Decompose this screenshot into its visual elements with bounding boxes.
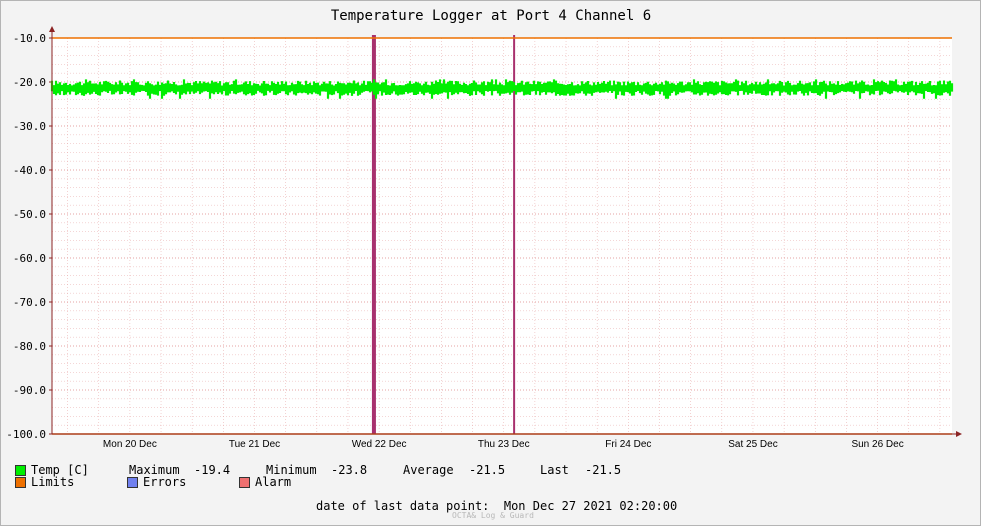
last-value: -21.5 (585, 463, 622, 477)
x-axis-arrow (956, 431, 962, 437)
y-tick-labels: -10.0 -20.0 -30.0 -40.0 -50.0 -60.0 -70.0 -80.0… (6, 32, 52, 441)
x-tick-label: Tue 21 Dec (229, 439, 280, 450)
x-tick-label: Wed 22 Dec (352, 439, 407, 450)
alarm-legend-swatch (239, 477, 250, 488)
y-tick-label: -30.0 (13, 120, 46, 133)
y-tick-label: -40.0 (13, 164, 46, 177)
y-tick-label: -80.0 (13, 340, 46, 353)
grid-lines (52, 37, 952, 435)
x-tick-label: Fri 24 Dec (605, 439, 651, 450)
y-tick-label: -10.0 (13, 32, 46, 45)
x-tick-label: Mon 20 Dec (103, 439, 157, 450)
errors-legend-swatch (127, 477, 138, 488)
last-label: Last (540, 463, 569, 477)
minimum-value: -23.8 (331, 463, 368, 477)
temp-legend-swatch (15, 465, 26, 476)
event-markers (371, 35, 516, 434)
limits-legend-label: Limits (31, 475, 75, 489)
y-tick-label: -60.0 (13, 252, 46, 265)
average-value: -21.5 (469, 463, 506, 477)
y-tick-label: -90.0 (13, 384, 46, 397)
average-label: Average (403, 463, 454, 477)
axes (49, 26, 962, 437)
limits-legend-swatch (15, 477, 26, 488)
x-tick-label: Sun 26 Dec (851, 439, 903, 450)
errors-legend-label: Errors (143, 475, 187, 489)
minimum-label: Minimum (266, 463, 317, 477)
x-tick-label: Sat 25 Dec (728, 439, 777, 450)
last-data-point-text: date of last data point: Mon Dec 27 2021… (316, 499, 678, 513)
y-axis-arrow (49, 26, 55, 32)
y-tick-label: -100.0 (6, 428, 46, 441)
y-tick-label: -50.0 (13, 208, 46, 221)
event-marker (513, 35, 516, 434)
chart-title: Temperature Logger at Port 4 Channel 6 (331, 8, 651, 24)
maximum-value: -19.4 (194, 463, 231, 477)
x-tick-label: Thu 23 Dec (478, 439, 530, 450)
alarm-legend-label: Alarm (255, 475, 292, 489)
maximum-label: Maximum (129, 463, 180, 477)
y-tick-label: -20.0 (13, 76, 46, 89)
x-tick-labels: Mon 20 Dec Tue 21 Dec Wed 22 Dec Thu 23 Dec… (103, 439, 904, 450)
y-tick-label: -70.0 (13, 296, 46, 309)
temp-legend-label: Temp [C] (31, 463, 89, 477)
plot-area (52, 38, 952, 434)
credit-text: OCTA& Log & Guard (452, 511, 534, 520)
event-marker (371, 35, 376, 434)
